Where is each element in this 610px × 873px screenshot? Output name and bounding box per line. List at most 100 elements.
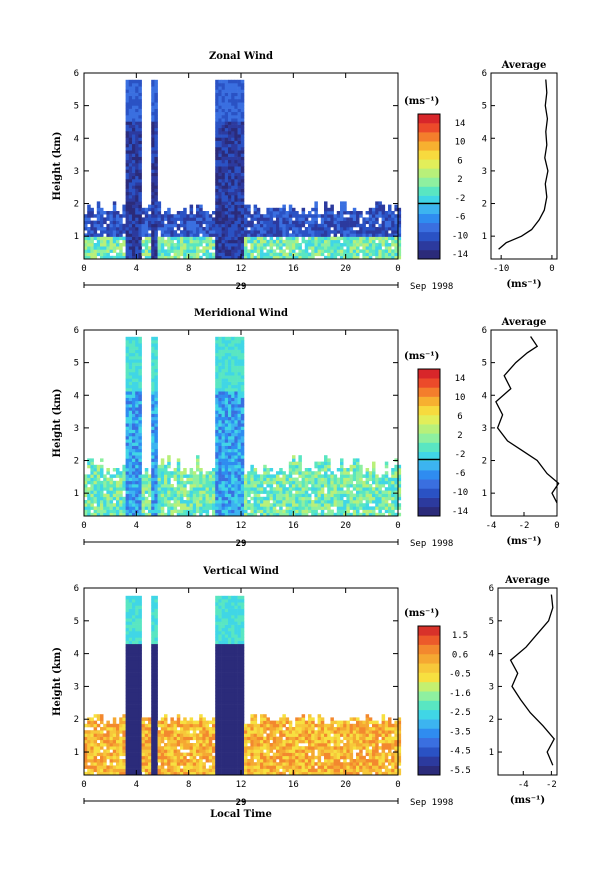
profile-y-tick-label: 5 bbox=[489, 617, 494, 627]
x-tick-label: 4 bbox=[134, 780, 139, 790]
colorbar-swatch bbox=[418, 626, 440, 636]
colorbar-swatch bbox=[418, 240, 440, 251]
colorbar-tick-label: -10 bbox=[452, 488, 468, 498]
date-axis-suffix: Sep 1998 bbox=[410, 798, 453, 808]
x-tick-label: 16 bbox=[288, 780, 299, 790]
date-axis-label: 29 bbox=[236, 539, 247, 549]
colorbar-swatch bbox=[418, 177, 440, 187]
chart-title: Zonal Wind bbox=[209, 51, 273, 62]
colorbar-swatch bbox=[418, 672, 440, 683]
colorbar-swatch bbox=[418, 159, 440, 169]
colorbar-swatch bbox=[418, 497, 440, 508]
profile-x-tick-label: -4 bbox=[486, 521, 497, 531]
heatmap-cells bbox=[84, 595, 402, 776]
colorbar-swatch bbox=[418, 442, 440, 452]
x-tick-label: 20 bbox=[340, 521, 351, 531]
profile-line bbox=[509, 594, 555, 766]
colorbar-swatch bbox=[418, 213, 440, 224]
colorbar-swatch bbox=[418, 378, 440, 388]
y-tick-label: 1 bbox=[74, 489, 79, 499]
colorbar-tick-label: 14 bbox=[455, 119, 466, 129]
profile-x-label: (ms⁻¹) bbox=[506, 279, 541, 290]
colorbar-tick-label: -6 bbox=[455, 213, 466, 223]
y-axis-label: Height (km) bbox=[52, 132, 63, 201]
colorbar-swatch bbox=[418, 123, 440, 133]
x-axis: 0 4 8 12 16 20 0 29 Sep 1998 bbox=[81, 73, 453, 292]
colorbar-swatch bbox=[418, 479, 440, 489]
colorbar-frame bbox=[417, 625, 441, 776]
y-tick-label: 6 bbox=[74, 584, 79, 594]
y-tick-label: 1 bbox=[74, 748, 79, 758]
colorbar-swatch bbox=[418, 644, 440, 655]
colorbar-swatch bbox=[418, 700, 440, 711]
average-profile: Average 1 2 3 4 5 6 -4 -2 0 (ms⁻¹) bbox=[482, 317, 560, 547]
profile-y-tick-label: 1 bbox=[489, 748, 494, 758]
x-tick-label: 20 bbox=[340, 780, 351, 790]
profile-y-tick-label: 2 bbox=[482, 457, 487, 467]
x-tick-label: 0 bbox=[81, 264, 86, 274]
date-axis-label: 29 bbox=[236, 798, 247, 808]
x-tick-label: 0 bbox=[395, 521, 400, 531]
colorbar-frame bbox=[417, 113, 441, 260]
x-tick-label: 20 bbox=[340, 264, 351, 274]
colorbar-swatch bbox=[418, 195, 440, 205]
colorbar-tick-label: 2 bbox=[457, 175, 462, 185]
colorbar-swatch bbox=[418, 709, 440, 720]
y-tick-label: 6 bbox=[74, 326, 79, 336]
colorbar-tick-label: -14 bbox=[452, 250, 468, 260]
x-tick-label: 8 bbox=[186, 521, 191, 531]
colorbar-swatch bbox=[418, 424, 440, 434]
colorbar: (ms⁻¹) 14 10 6 2 -2 -6 -10 -14 bbox=[404, 96, 468, 260]
y-tick-label: 2 bbox=[74, 715, 79, 725]
profile-y-tick-label: 4 bbox=[489, 650, 494, 660]
profile-line bbox=[498, 79, 549, 250]
y-tick-label: 5 bbox=[74, 102, 79, 112]
profile-y-tick-label: 6 bbox=[489, 584, 494, 594]
x-tick-label: 12 bbox=[236, 780, 247, 790]
date-axis-suffix: Sep 1998 bbox=[410, 539, 453, 549]
colorbar-tick-label: 10 bbox=[455, 138, 466, 148]
y-tick-label: 3 bbox=[74, 424, 79, 434]
profile-frame bbox=[497, 587, 558, 776]
colorbar-tick-label: 14 bbox=[455, 374, 466, 384]
date-axis-suffix: Sep 1998 bbox=[410, 282, 453, 292]
x-tick-label: 8 bbox=[186, 264, 191, 274]
x-tick-label: 12 bbox=[236, 264, 247, 274]
colorbar-swatch bbox=[418, 691, 440, 701]
profile-y-tick-label: 1 bbox=[482, 232, 487, 242]
profile-line bbox=[495, 336, 560, 504]
colorbar-tick-label: -4.5 bbox=[449, 747, 471, 757]
colorbar-frame bbox=[417, 368, 441, 517]
y-axis-label: Height (km) bbox=[52, 389, 63, 458]
colorbar-swatch bbox=[418, 405, 440, 416]
x-axis: 0 4 8 12 16 20 0 29 Sep 1998 bbox=[81, 330, 453, 549]
colorbar-swatch bbox=[418, 653, 440, 664]
colorbar-swatch bbox=[418, 141, 440, 151]
colorbar-tick-label: 10 bbox=[455, 393, 466, 403]
colorbar-tick-label: -6 bbox=[455, 469, 466, 479]
colorbar-swatch bbox=[418, 414, 440, 425]
profile-y-tick-label: 6 bbox=[482, 69, 487, 79]
y-axis: 1 2 3 4 5 6 bbox=[74, 69, 398, 242]
profile-y-tick-label: 4 bbox=[482, 391, 487, 401]
colorbar-swatch bbox=[418, 681, 440, 692]
y-axis: 1 2 3 4 5 6 bbox=[74, 326, 398, 499]
profile-y-tick-label: 4 bbox=[482, 134, 487, 144]
y-tick-label: 2 bbox=[74, 200, 79, 210]
colorbar-swatch bbox=[418, 635, 440, 645]
colorbar-swatch bbox=[418, 506, 440, 517]
heatmap-cells bbox=[84, 79, 402, 260]
y-tick-label: 3 bbox=[74, 167, 79, 177]
y-tick-label: 5 bbox=[74, 359, 79, 369]
colorbar-tick-label: -2 bbox=[455, 194, 466, 204]
profile-y-tick-label: 6 bbox=[482, 326, 487, 336]
x-tick-label: 12 bbox=[236, 521, 247, 531]
date-axis-label: 29 bbox=[236, 282, 247, 292]
colorbar-swatch bbox=[418, 222, 440, 233]
profile-x-label: (ms⁻¹) bbox=[506, 536, 541, 547]
colorbar-swatch bbox=[418, 150, 440, 160]
colorbar-swatch bbox=[418, 114, 440, 124]
x-tick-label: 4 bbox=[134, 264, 139, 274]
